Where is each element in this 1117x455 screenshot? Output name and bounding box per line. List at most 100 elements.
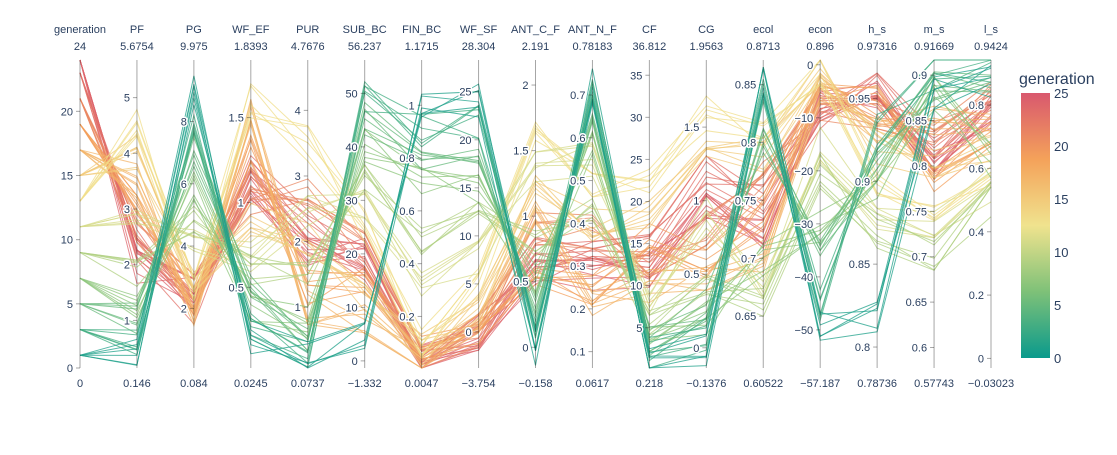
axis-range-max: 36.812	[633, 41, 667, 53]
axis-title[interactable]: CG	[698, 24, 715, 36]
axis-tick-label: 0.9	[912, 70, 927, 82]
axis-tick-label: 0.7	[570, 90, 585, 102]
axis-tick-label: 0.8	[399, 153, 414, 165]
axis-tick-label: 10	[459, 231, 471, 243]
axis-title[interactable]: PF	[130, 24, 144, 36]
axis-ant-n-f[interactable]: ANT_N_F 0.78183 0.0617 0.1 0.2 0.3 0.4 0.5 0.6 0.…	[568, 24, 617, 390]
axis-title[interactable]: FIN_BC	[402, 24, 441, 36]
axis-title[interactable]: PUR	[296, 24, 319, 36]
axis-m-s[interactable]: m_s 0.91669 0.57743 0.6 0.65 0.7 0.75 0.8 0.85 0.…	[904, 24, 954, 390]
colorbar-tick-label: 25	[1054, 86, 1068, 101]
axis-tick-label: 0.9	[855, 176, 870, 188]
axis-tick-label: 0.4	[399, 259, 414, 271]
polyline-generation-21	[79, 87, 992, 351]
axis-range-max: 5.6754	[120, 41, 154, 53]
axis-tick-label: 0.6	[399, 206, 414, 218]
axis-range-min: −0.158	[519, 378, 553, 390]
axis-title[interactable]: SUB_BC	[343, 24, 387, 36]
axis-generation[interactable]: generation 24 00 5 10 15 20	[54, 24, 106, 390]
axis-fin-bc[interactable]: FIN_BC 1.1715 0.0047 0.2 0.4 0.6 0.8 1	[398, 24, 441, 390]
axis-tick-label: 8	[181, 117, 187, 129]
axis-tick-label: −30	[795, 219, 814, 231]
axis-h-s[interactable]: h_s 0.97316 0.78736 0.8 0.85 0.9 0.95	[847, 24, 897, 390]
axis-range-min: 0.084	[180, 378, 208, 390]
axis-title[interactable]: WF_EF	[232, 24, 270, 36]
axis-tick-label: 0.85	[849, 259, 870, 271]
axis-range-max: 0.97316	[857, 41, 897, 53]
axis-tick-label: 0.6	[969, 163, 984, 175]
axis-tick-label: 25	[630, 154, 642, 166]
axis-tick-label: 0	[465, 327, 471, 339]
axis-ecol[interactable]: ecol 0.8713 0.60522 0.65 0.7 0.75 0.8 0.85	[733, 24, 783, 390]
axis-title[interactable]: l_s	[984, 24, 999, 36]
polyline-generation-1	[79, 66, 992, 356]
axis-wf-sf[interactable]: WF_SF 28.304 −3.754 0 5 10 15 20 25	[458, 24, 498, 390]
axis-title[interactable]: h_s	[868, 24, 886, 36]
axis-tick-label: 20	[345, 249, 357, 261]
axis-tick-label: 20	[459, 135, 471, 147]
axis-tick-label: 20	[61, 106, 73, 118]
axis-title[interactable]: PG	[186, 24, 202, 36]
axis-range-max: 0.8713	[746, 41, 780, 53]
axis-tick-label: 10	[61, 235, 73, 247]
polyline-generation-3	[79, 75, 992, 369]
axis-range-min: 0.0047	[405, 378, 439, 390]
axis-range-min: 0.57743	[914, 378, 954, 390]
axis-title[interactable]: ecol	[753, 24, 773, 36]
axis-title[interactable]: generation	[54, 24, 106, 36]
polyline-generation-5	[79, 90, 992, 352]
axis-range-max: 9.975	[180, 41, 208, 53]
axis-tick-label: 0.7	[912, 252, 927, 264]
axis-econ[interactable]: econ 0.896 −57.187 −50 −40 −30 −20 −10 0	[793, 24, 841, 390]
axis-tick-label: −20	[795, 166, 814, 178]
axis-title[interactable]: CF	[642, 24, 657, 36]
axis-sub-bc[interactable]: SUB_BC 56.237 −1.332 0 10 20 30 40 50	[343, 24, 387, 390]
axis-tick-label: 1	[522, 211, 528, 223]
axis-pg[interactable]: PG 9.975 0.084 2 4 6 8	[179, 24, 208, 390]
polyline-generation-13	[79, 59, 992, 357]
axis-tick-label: 0.5	[570, 176, 585, 188]
axis-tick-label: 0.2	[570, 304, 585, 316]
axis-title[interactable]: econ	[808, 24, 832, 36]
axis-tick-label: 1.5	[513, 146, 528, 158]
axis-tick-label: 1	[295, 302, 301, 314]
axis-range-max: 24	[74, 41, 86, 53]
axis-tick-label: 0.2	[969, 290, 984, 302]
axis-range-min: −3.754	[462, 378, 496, 390]
axis-cf[interactable]: CF 36.812 0.218 5 10 15 20 25 30 35	[629, 24, 667, 390]
axis-tick-label: 15	[630, 239, 642, 251]
axis-range-max: 4.7676	[291, 41, 325, 53]
axis-range-max: 0.896	[806, 41, 834, 53]
axis-title[interactable]: m_s	[924, 24, 945, 36]
axis-title[interactable]: ANT_N_F	[568, 24, 617, 36]
axis-tick-label: 0.8	[741, 138, 756, 150]
axis-tick-label: 0.2	[399, 311, 414, 323]
polyline-generation-7	[79, 76, 992, 341]
axis-tick-label: 40	[345, 142, 357, 154]
polyline-generation-19	[79, 86, 992, 356]
axis-tick-label: 5	[124, 93, 130, 105]
axis-tick-label: 20	[630, 197, 642, 209]
axis-title[interactable]: WF_SF	[460, 24, 498, 36]
axis-title[interactable]: ANT_C_F	[511, 24, 560, 36]
axis-range-min: 0.218	[636, 378, 664, 390]
axis-l-s[interactable]: l_s 0.9424 −0.03023 0 0.2 0.4 0.6 0.8	[967, 24, 1014, 390]
polyline-generation-19	[79, 83, 992, 348]
axis-tick-label: 1	[238, 197, 244, 209]
axis-tick-label: 1	[693, 196, 699, 208]
axis-tick-label: 0.8	[969, 100, 984, 112]
axis-tick-label: 5	[465, 279, 471, 291]
axis-pf[interactable]: PF 5.6754 0.146 1 2 3 4 5	[120, 24, 154, 390]
axis-tick-label: 1	[124, 315, 130, 327]
axis-ant-c-f[interactable]: ANT_C_F 2.191 −0.158 0 0.5 1 1.5 2	[511, 24, 560, 390]
axis-tick-label: 30	[630, 112, 642, 124]
axis-tick-label: 5	[67, 299, 73, 311]
axis-wf-ef[interactable]: WF_EF 1.8393 0.0245 0.5 1 1.5	[227, 24, 270, 390]
axis-pur[interactable]: PUR 4.7676 0.0737 1 2 3 4	[291, 24, 325, 390]
axis-cg[interactable]: CG 1.9563 −0.1376 0 0.5 1 1.5	[683, 24, 727, 390]
axis-tick-label: 4	[181, 241, 187, 253]
axis-tick-label: 0.85	[735, 80, 756, 92]
axis-tick-label: 0.8	[855, 342, 870, 354]
